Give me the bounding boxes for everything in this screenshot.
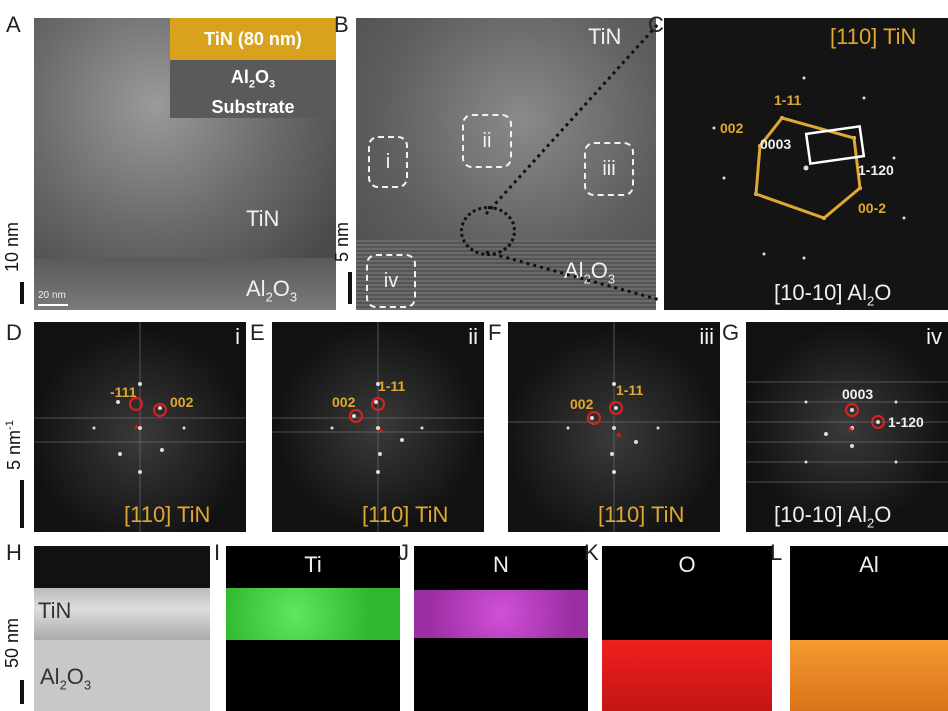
spot-002-c: 002 [720, 120, 744, 136]
interface-band [34, 258, 336, 310]
scale-bar-a [20, 282, 24, 304]
spot-a-g: 0003 [842, 386, 874, 402]
al-signal-band [790, 640, 948, 711]
inset-box: TiN (80 nm) Al2O3 Substrate [170, 18, 336, 118]
region-iv: iv [366, 254, 416, 308]
panel-label-k: K [584, 540, 599, 565]
spot-b-d: 002 [170, 394, 194, 410]
spot-a-f: 002 [570, 396, 594, 412]
zone-axis-top-c: [110] TiN [830, 24, 917, 49]
scale-label-h: 50 nm [2, 617, 22, 668]
region-iii: iii [584, 142, 634, 196]
panel-label-c: C [648, 12, 664, 37]
panel-label-e: E [250, 320, 265, 345]
spot-a-e: 002 [332, 394, 356, 410]
zone-axis-bottom-c: [10-10] Al2O [774, 280, 892, 309]
scale-bar-small-label: 20 nm [38, 290, 66, 301]
panel-label-i: I [214, 540, 221, 565]
panel-l-al-map: Al [790, 546, 948, 711]
panel-label-j: J [398, 540, 409, 565]
zone-axis-e: [110] TiN [362, 502, 449, 527]
panel-label-g: G [722, 320, 740, 345]
o-signal-band [602, 640, 772, 711]
inset-sub2: 2 [248, 78, 255, 91]
panel-j-n-map: N [414, 546, 588, 711]
element-label-n: N [493, 552, 509, 577]
inset-al: Al [230, 67, 249, 87]
label-al2o3-b: Al2O3 [564, 258, 616, 287]
panel-label-b: B [334, 12, 349, 37]
scale-label-d: 5 nm-1 [4, 420, 24, 470]
zone-axis-g: [10-10] Al2O [774, 502, 892, 531]
scale-bar-small [38, 304, 68, 306]
panel-label-f: F [488, 320, 502, 345]
element-label-al: Al [859, 552, 879, 577]
scale-bar-b [348, 272, 352, 304]
spot-1m11-c: 1-11 [774, 92, 802, 108]
tin-layer-h [34, 588, 210, 640]
panel-label-l: L [770, 540, 783, 565]
spot-1m120-c: 1-120 [858, 162, 894, 178]
zone-axis-d: [110] TiN [124, 502, 211, 527]
inset-o: O [254, 67, 269, 87]
spot-b-e: 1-11 [378, 378, 406, 394]
svg-text:*: * [616, 429, 622, 445]
panel-c-fft: [110] TiN 1-11 002 0003 1-120 00-2 [10-1… [664, 18, 948, 310]
fft-pattern-f: * [508, 322, 720, 532]
inset-substrate-layer: Al2O3 Substrate [170, 60, 336, 118]
fft-pattern-c [712, 76, 906, 260]
region-ii: ii [462, 114, 512, 168]
zone-axis-f: [110] TiN [598, 502, 685, 527]
panel-f-fft: * iii 002 1-11 [110] TiN [508, 322, 720, 532]
spot-0003-c: 0003 [760, 136, 792, 152]
spot-00m2-c: 00-2 [858, 200, 887, 216]
scale-bar-d [20, 480, 24, 528]
inset-sub3: 3 [269, 78, 276, 91]
panel-label-a: A [6, 12, 21, 37]
fft-pattern-e: * [272, 322, 484, 532]
region-i: i [368, 136, 408, 188]
element-label-ti: Ti [304, 552, 322, 577]
substrate-h [34, 640, 210, 711]
panel-h-haadf: TiN Al2O3 [34, 546, 210, 711]
corner-label-d: i [235, 324, 240, 349]
panel-a-tem-image: TiN (80 nm) Al2O3 Substrate TiN Al2O3 20… [34, 18, 336, 310]
ti-signal-band [226, 588, 400, 640]
panel-i-ti-map: Ti [226, 546, 400, 711]
panel-label-d: D [6, 320, 22, 345]
label-tin-b: TiN [588, 24, 622, 49]
fft-pattern-g: * [746, 381, 948, 483]
svg-text:*: * [134, 421, 140, 437]
label-tin: TiN [246, 206, 280, 231]
panel-e-fft: * ii 002 1-11 [110] TiN [272, 322, 484, 532]
panel-label-h: H [6, 540, 22, 565]
corner-label-f: iii [699, 324, 714, 349]
panel-k-o-map: O [602, 546, 772, 711]
panel-b-hrtem-image: TiN i ii iii iv Al2O3 [356, 18, 656, 310]
element-label-o: O [678, 552, 696, 577]
spot-a-d: -111 [110, 384, 137, 400]
inset-tin-layer: TiN (80 nm) [170, 18, 336, 60]
interface-circle [460, 206, 516, 256]
panel-g-fft: * iv 0003 1-120 [10-10] Al2O [746, 322, 948, 532]
label-al2o3: Al2O3 [246, 276, 298, 305]
corner-label-e: ii [468, 324, 478, 349]
inset-substrate-text: Substrate [211, 96, 295, 117]
fft-pattern-d: * [34, 322, 246, 532]
spot-b-g: 1-120 [888, 414, 924, 430]
corner-label-g: iv [926, 324, 942, 349]
spot-b-f: 1-11 [616, 382, 644, 398]
panel-d-fft: * i -111 002 [110] TiN [34, 322, 246, 532]
label-tin-h: TiN [38, 598, 72, 623]
label-al2o3-h: Al2O3 [40, 664, 92, 693]
n-signal-band [414, 590, 588, 638]
scale-bar-h [20, 680, 24, 704]
svg-text:*: * [378, 425, 384, 441]
svg-text:*: * [848, 423, 854, 439]
